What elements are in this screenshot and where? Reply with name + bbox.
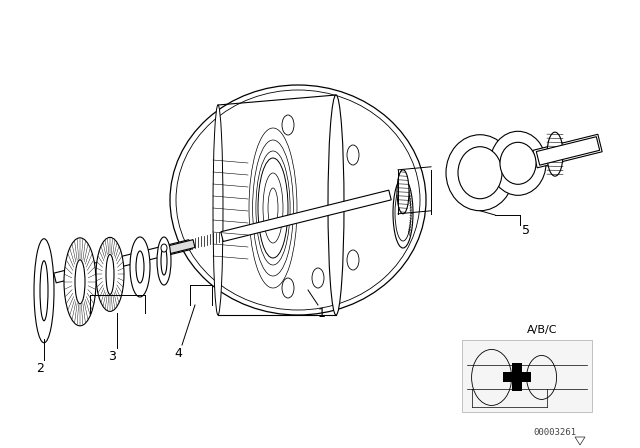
Ellipse shape xyxy=(161,244,167,252)
Polygon shape xyxy=(54,240,191,283)
Ellipse shape xyxy=(106,254,114,294)
Polygon shape xyxy=(163,240,195,255)
Text: A/B/C: A/B/C xyxy=(527,325,558,335)
Ellipse shape xyxy=(490,131,546,195)
Ellipse shape xyxy=(130,237,150,297)
Text: 4: 4 xyxy=(174,346,182,359)
Polygon shape xyxy=(536,137,600,165)
Text: 1: 1 xyxy=(318,306,326,319)
FancyBboxPatch shape xyxy=(462,340,592,412)
Ellipse shape xyxy=(472,349,511,405)
Ellipse shape xyxy=(64,238,96,326)
Text: 00003261: 00003261 xyxy=(534,427,577,436)
Ellipse shape xyxy=(393,178,413,248)
Bar xyxy=(502,372,531,383)
Ellipse shape xyxy=(312,268,324,288)
Ellipse shape xyxy=(268,188,278,228)
Ellipse shape xyxy=(40,261,48,321)
Ellipse shape xyxy=(347,250,359,270)
Polygon shape xyxy=(221,190,391,241)
Text: 5: 5 xyxy=(522,224,530,237)
Text: 2: 2 xyxy=(36,362,44,375)
Polygon shape xyxy=(533,134,602,168)
Ellipse shape xyxy=(282,115,294,135)
Ellipse shape xyxy=(258,158,288,258)
Text: 3: 3 xyxy=(108,349,116,362)
Ellipse shape xyxy=(527,355,557,400)
Ellipse shape xyxy=(170,85,426,315)
Bar xyxy=(511,363,522,392)
Ellipse shape xyxy=(136,251,144,283)
Ellipse shape xyxy=(157,237,171,285)
Ellipse shape xyxy=(347,145,359,165)
Ellipse shape xyxy=(500,142,536,184)
Ellipse shape xyxy=(446,135,514,211)
Ellipse shape xyxy=(34,239,54,343)
Ellipse shape xyxy=(547,132,563,176)
Ellipse shape xyxy=(96,237,124,311)
Ellipse shape xyxy=(282,278,294,298)
Ellipse shape xyxy=(328,95,344,315)
Ellipse shape xyxy=(161,247,167,275)
Ellipse shape xyxy=(213,105,223,315)
Ellipse shape xyxy=(458,147,502,199)
Ellipse shape xyxy=(397,170,409,214)
Ellipse shape xyxy=(75,260,85,304)
